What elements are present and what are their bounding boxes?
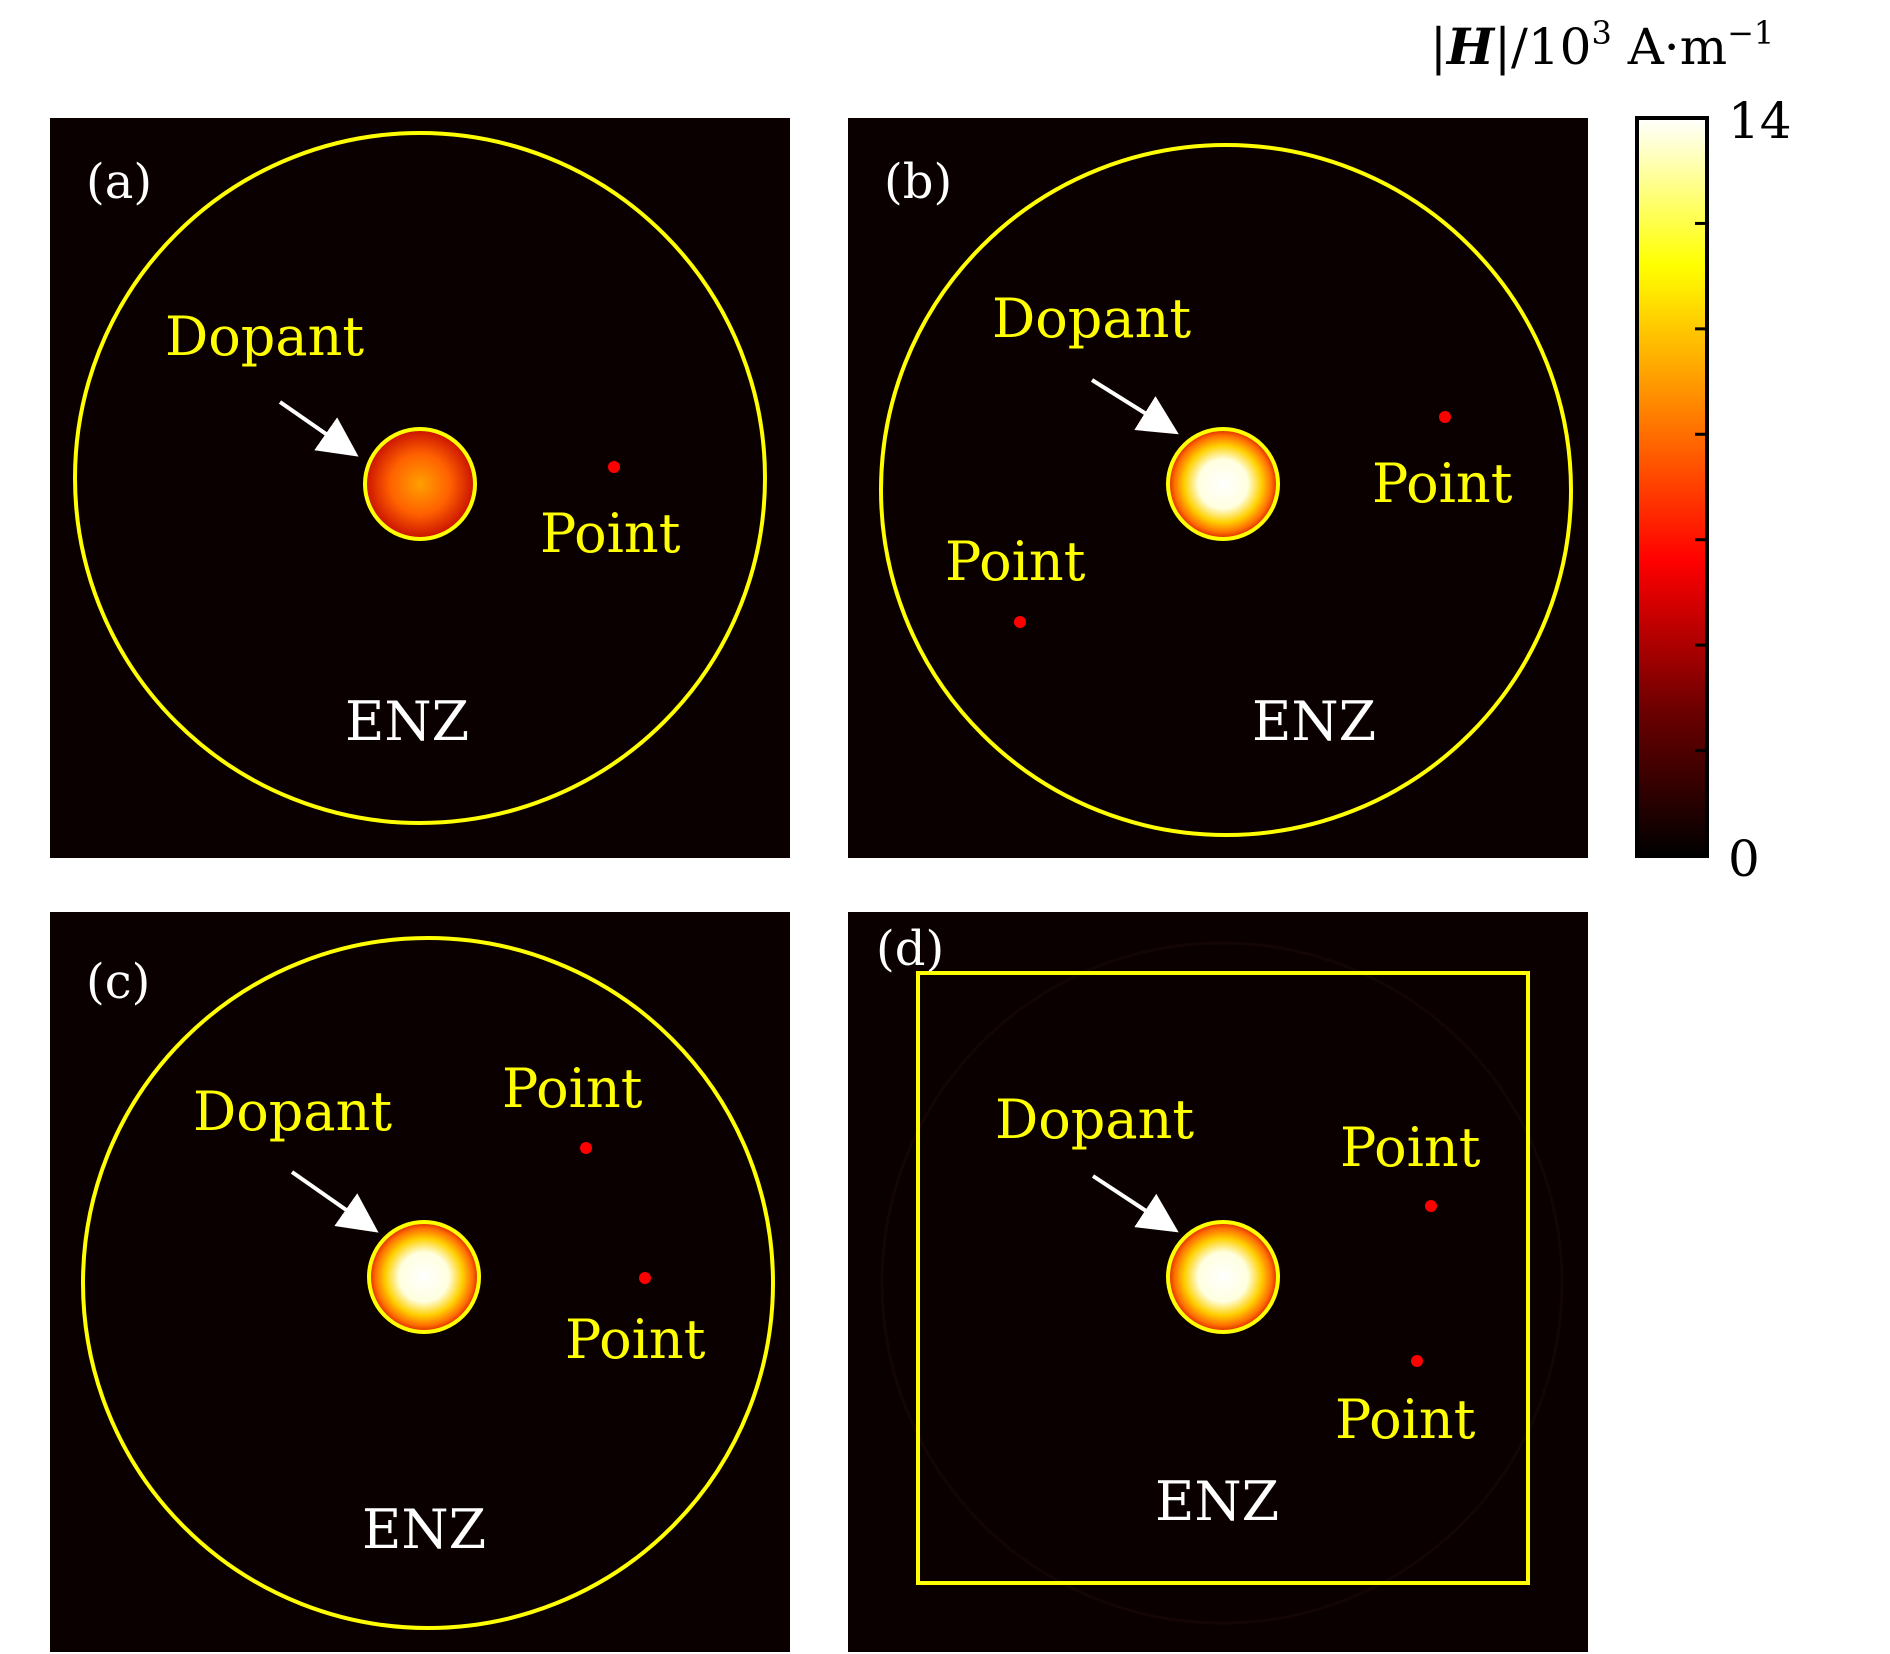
panel-c-dopant-label: Dopant <box>193 1080 392 1143</box>
panel-d-enz-label: ENZ <box>1155 1470 1279 1533</box>
colorbar-title: |H|/103 A·m−1 <box>1430 14 1774 76</box>
panel-c: (c) Dopant Point Point ENZ <box>50 912 790 1652</box>
panel-d-enz-boundary <box>916 971 1530 1585</box>
panel-a-point-1-label: Point <box>540 502 681 565</box>
panel-d-dopant-label: Dopant <box>995 1088 1194 1151</box>
panel-a-enz-label: ENZ <box>345 690 469 753</box>
panel-a-dopant-label: Dopant <box>165 305 364 368</box>
colorbar-title-unit: A·m <box>1612 18 1727 76</box>
panel-b-point-2-dot <box>1014 616 1026 628</box>
panel-b-dopant <box>1166 427 1280 541</box>
panel-d-point-2-label: Point <box>1335 1388 1476 1451</box>
panel-b-point-1-dot <box>1439 411 1451 423</box>
panel-b-enz-label: ENZ <box>1252 690 1376 753</box>
panel-c-point-1-label: Point <box>502 1057 643 1120</box>
panel-a-dopant-arrow <box>278 400 359 457</box>
colorbar: |H|/103 A·m−1 14 0 <box>1430 14 1792 888</box>
panel-c-enz-label: ENZ <box>362 1498 486 1561</box>
colorbar-gradient <box>1635 116 1709 858</box>
panel-b-dopant-label: Dopant <box>992 287 1191 350</box>
colorbar-ticks <box>1695 221 1707 753</box>
panel-b-point-2-label: Point <box>945 530 1086 593</box>
panel-b-label: (b) <box>884 154 952 210</box>
panel-d-point-1-label: Point <box>1340 1116 1481 1179</box>
panel-b-point-1-label: Point <box>1372 452 1513 515</box>
panel-a: (a) Dopant Point ENZ <box>50 118 790 858</box>
panel-c-dopant <box>367 1220 481 1334</box>
panel-b: (b) Dopant Point Point ENZ <box>848 118 1588 858</box>
panel-d-dopant <box>1166 1220 1280 1334</box>
panel-d-dopant-arrow <box>1091 1174 1179 1233</box>
panel-d: (d) Dopant Point Point ENZ <box>848 912 1588 1652</box>
panel-d-point-2-dot <box>1411 1355 1423 1367</box>
panel-c-point-1-dot <box>580 1142 592 1154</box>
panel-b-dopant-arrow <box>1090 378 1179 435</box>
colorbar-min-label: 0 <box>1728 830 1760 888</box>
colorbar-title-symbol: H <box>1445 17 1496 76</box>
panel-b-enz-boundary <box>879 143 1573 837</box>
panel-c-point-2-label: Point <box>565 1308 706 1371</box>
panel-c-enz-boundary <box>81 936 775 1630</box>
panel-c-point-2-dot <box>639 1272 651 1284</box>
colorbar-title-rest: /10 <box>1511 18 1591 76</box>
panel-a-enz-boundary <box>73 131 767 825</box>
panel-d-label: (d) <box>876 921 944 977</box>
panel-a-label: (a) <box>86 154 152 210</box>
panel-c-dopant-arrow <box>290 1170 379 1233</box>
colorbar-title-bar-left: | <box>1430 18 1447 76</box>
panel-d-point-1-dot <box>1425 1200 1437 1212</box>
panel-a-point-1-dot <box>608 461 620 473</box>
panel-a-dopant <box>363 427 477 541</box>
colorbar-title-unit-exp: −1 <box>1727 14 1774 52</box>
panel-c-label: (c) <box>86 954 150 1010</box>
panel-d-faint-circle <box>880 941 1564 1625</box>
colorbar-title-exp: 3 <box>1591 14 1611 52</box>
colorbar-title-bar-right: | <box>1494 18 1511 76</box>
colorbar-max-label: 14 <box>1728 92 1792 150</box>
